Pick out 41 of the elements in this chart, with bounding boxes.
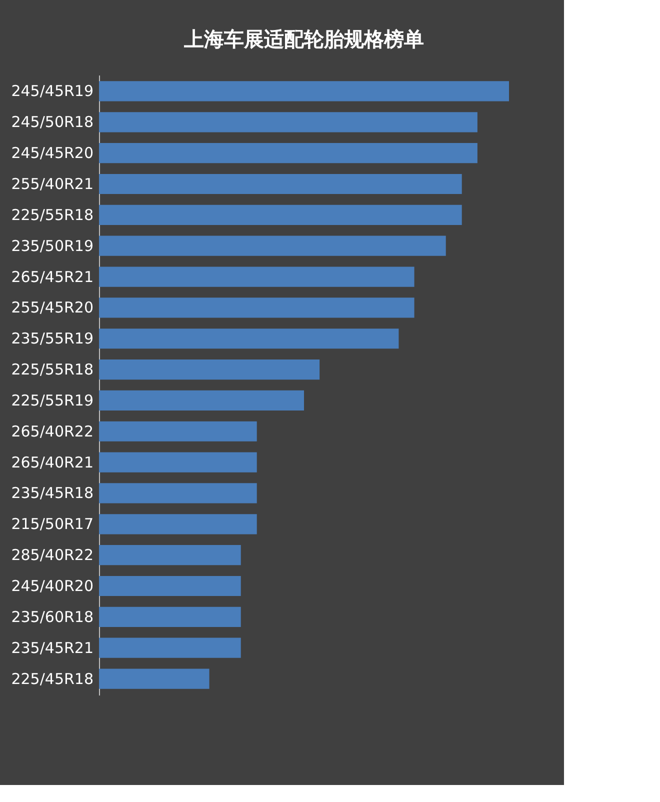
y-tick-label: 225/55R18 xyxy=(11,360,94,379)
bar xyxy=(99,606,241,627)
bar xyxy=(99,236,446,256)
y-tick-label: 265/40R21 xyxy=(11,453,94,472)
bar xyxy=(99,483,257,504)
bar xyxy=(99,143,478,164)
bar xyxy=(99,576,241,596)
bar xyxy=(99,266,414,287)
y-tick-label: 245/40R20 xyxy=(11,576,94,595)
y-tick-label: 225/45R18 xyxy=(11,670,94,688)
y-tick-label: 245/45R20 xyxy=(11,144,94,162)
y-tick-label: 245/50R18 xyxy=(11,113,94,132)
bar xyxy=(99,421,257,442)
bar xyxy=(99,298,414,318)
bar xyxy=(99,514,257,534)
y-tick-label: 235/45R21 xyxy=(11,638,94,657)
bar xyxy=(99,452,257,472)
bar xyxy=(99,390,304,411)
bar xyxy=(99,638,241,658)
y-tick-label: 255/40R21 xyxy=(11,175,94,194)
bar xyxy=(99,545,241,566)
y-tick-label: 235/60R18 xyxy=(11,608,94,626)
y-tick-label: 225/55R19 xyxy=(11,391,94,410)
bar xyxy=(99,112,478,132)
y-tick-label: 265/45R21 xyxy=(11,268,94,286)
y-tick-label: 235/55R19 xyxy=(11,330,94,348)
bar xyxy=(99,359,320,380)
y-tick-label: 255/45R20 xyxy=(11,298,94,317)
bar xyxy=(99,174,462,194)
bar xyxy=(99,668,210,689)
bar xyxy=(99,204,462,225)
y-tick-label: 245/45R19 xyxy=(11,82,94,100)
y-tick-label: 215/50R17 xyxy=(11,515,94,534)
bar xyxy=(99,328,399,349)
y-tick-label: 225/55R18 xyxy=(11,206,94,224)
y-tick-label: 235/50R19 xyxy=(11,236,94,255)
y-tick-label: 285/40R22 xyxy=(11,546,94,564)
y-tick-label: 265/40R22 xyxy=(11,422,94,440)
bar xyxy=(99,81,509,102)
y-tick-label: 235/45R18 xyxy=(11,484,94,502)
chart-title: 上海车展适配轮胎规格榜单 xyxy=(183,27,424,51)
